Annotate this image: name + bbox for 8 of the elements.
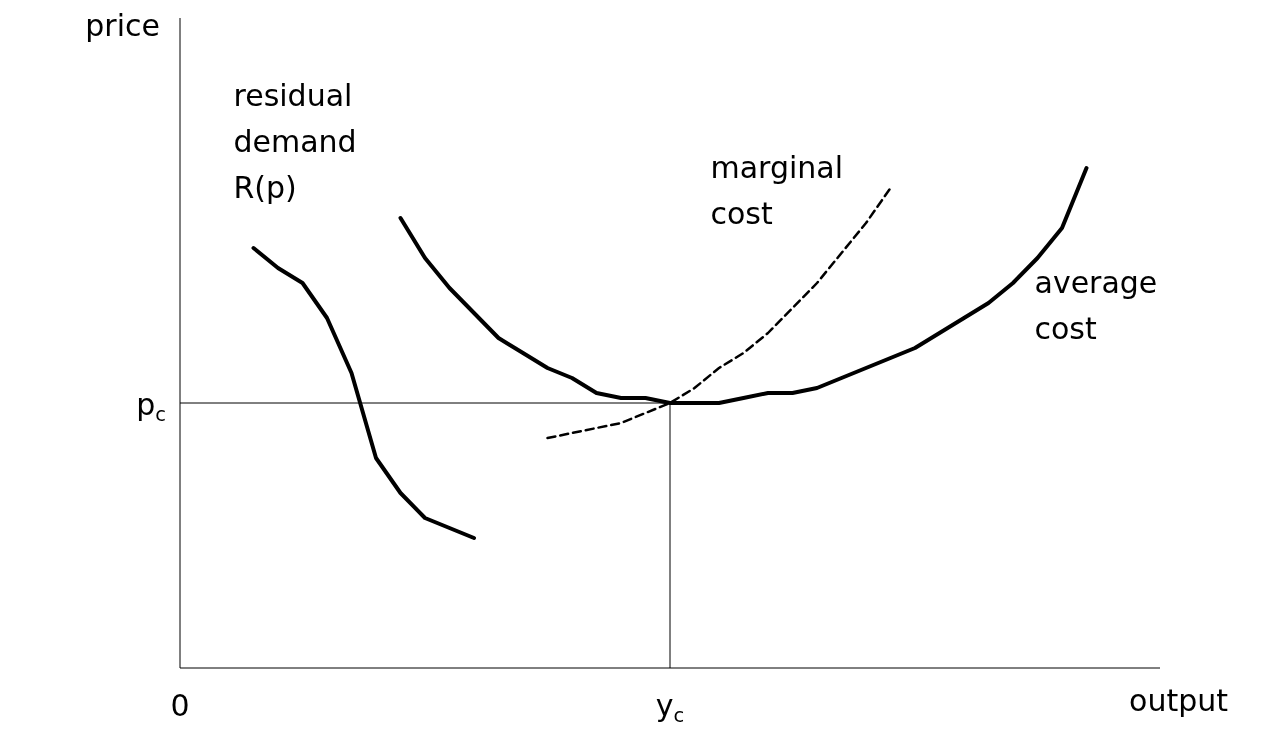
series-label: residual demand R(p) <box>233 78 357 205</box>
x-axis-title: output <box>1129 683 1228 718</box>
x-tick-label: 0 <box>170 688 190 723</box>
series-label: marginal cost <box>710 150 844 231</box>
series-label: average cost <box>1034 265 1158 346</box>
x-tick-label: y$_{c}$ <box>655 688 685 727</box>
y-axis-title: price <box>84 8 160 43</box>
ref-line-label: p$_{c}$ <box>136 387 166 426</box>
